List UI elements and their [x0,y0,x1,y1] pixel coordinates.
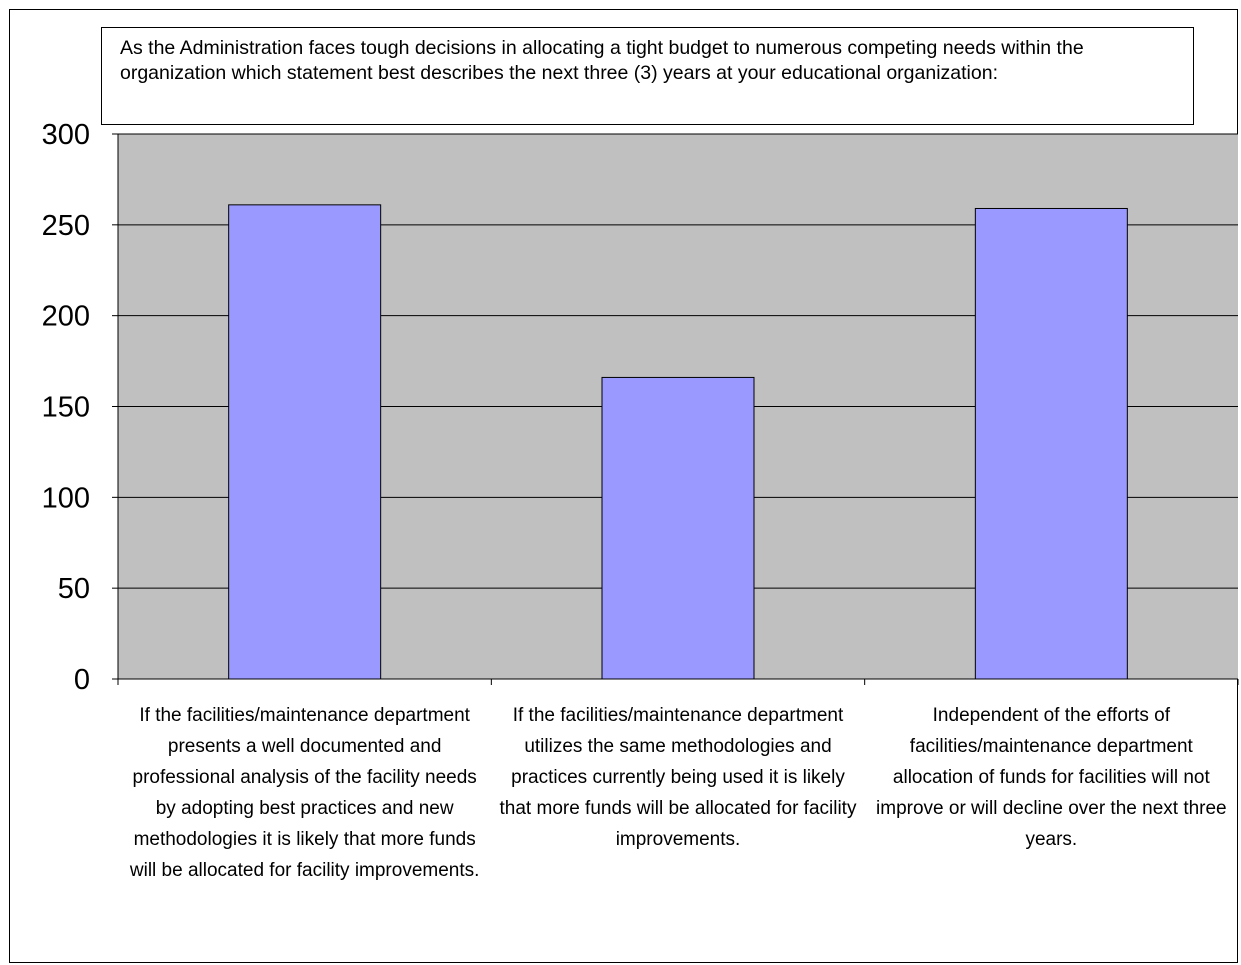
bar [974,207,1128,680]
bar [228,204,382,680]
y-tick-label: 250 [42,210,90,242]
y-tick-label: 200 [42,301,90,333]
y-tick-labels: 0 50 100 150 200 250 300 [42,119,90,696]
bars [228,204,1128,680]
chart-title: As the Administration faces tough decisi… [101,27,1194,125]
y-tick-label: 300 [42,119,90,151]
y-tick-label: 0 [74,664,90,696]
y-tick-label: 150 [42,392,90,424]
y-tick-label: 100 [42,482,90,514]
bar [601,376,755,680]
axes [112,133,1239,685]
x-tick-label: If the facilities/maintenance department… [129,705,480,881]
y-tick-label: 50 [58,573,90,605]
x-tick-label: Independent of the efforts of facilities… [876,705,1227,850]
x-tick-label: If the facilities/maintenance department… [499,705,857,850]
